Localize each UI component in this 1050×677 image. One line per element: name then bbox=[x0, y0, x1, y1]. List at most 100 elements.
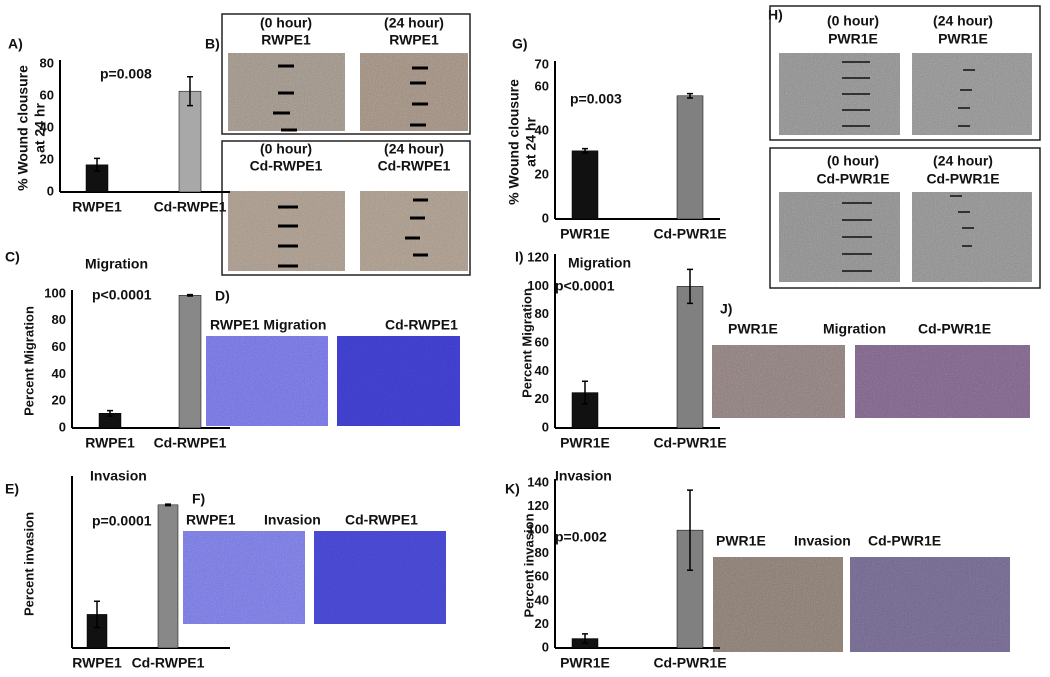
x-tick-label: PWR1E bbox=[560, 226, 610, 242]
x-tick-label: PWR1E bbox=[560, 655, 610, 671]
y-tick-label: 100 bbox=[527, 278, 549, 293]
caption: (0 hour) bbox=[827, 13, 879, 29]
panel-label: D) bbox=[215, 288, 230, 304]
x-tick-label: RWPE1 bbox=[85, 435, 135, 451]
image-texture bbox=[712, 345, 845, 418]
chart: K) Invasion p=0.002 Percent invasion 0 20 40 60… bbox=[505, 468, 727, 671]
caption: RWPE1 bbox=[389, 32, 439, 48]
y-tick-label: 40 bbox=[535, 122, 549, 137]
image-texture bbox=[206, 336, 328, 426]
image-texture bbox=[779, 192, 900, 282]
panel-label: G) bbox=[512, 36, 528, 52]
micrograph bbox=[855, 345, 1030, 418]
panel-label: C) bbox=[5, 249, 20, 265]
image-texture bbox=[228, 191, 345, 271]
annotation: p<0.0001 bbox=[92, 287, 152, 303]
caption: RWPE1 bbox=[186, 512, 236, 528]
chart-title: Migration bbox=[568, 255, 631, 271]
error-bar bbox=[107, 409, 113, 417]
panel-b: B) (0 hour) RWPE1 (24 hour) RWPE1 (0 hou… bbox=[205, 13, 471, 276]
panel-j: J) PWR1E Migration Cd-PWR1E bbox=[712, 301, 1030, 418]
error-bar bbox=[582, 633, 588, 645]
caption: Cd-PWR1E bbox=[918, 321, 991, 337]
image-texture bbox=[360, 53, 468, 131]
error-bar bbox=[687, 268, 693, 305]
caption: Cd-PWR1E bbox=[816, 171, 889, 187]
caption: Cd-RWPE1 bbox=[385, 317, 458, 333]
bar bbox=[676, 286, 704, 429]
error-bar bbox=[187, 293, 193, 297]
y-axis-label: Percent invasion bbox=[21, 512, 36, 616]
chart: C) Migration p<0.0001 Percent Migration 0 20 4… bbox=[5, 249, 230, 451]
x-tick-label: Cd-PWR1E bbox=[653, 435, 726, 451]
y-axis-label: at 24 hr bbox=[32, 103, 48, 153]
y-tick-label: 60 bbox=[535, 569, 549, 584]
error-bar bbox=[187, 76, 193, 107]
y-tick-label: 60 bbox=[52, 339, 66, 354]
y-tick-label: 20 bbox=[535, 616, 549, 631]
y-tick-label: 140 bbox=[527, 474, 549, 489]
chart: A) p=0.008 % Wound clousure at 24 hr 0 20 40 60… bbox=[8, 36, 230, 215]
annotation: p=0.002 bbox=[555, 529, 607, 545]
caption: Cd-RWPE1 bbox=[250, 158, 323, 174]
chart: I) Migration p<0.0001 Percent Migration 0 20 4… bbox=[515, 249, 727, 451]
panel-label: J) bbox=[720, 301, 732, 317]
y-tick-label: 40 bbox=[40, 119, 54, 134]
panel-f: F) RWPE1 Invasion Cd-RWPE1 bbox=[183, 491, 446, 624]
frame bbox=[769, 5, 1041, 141]
micrograph bbox=[183, 531, 305, 624]
chart-title: Invasion bbox=[555, 468, 612, 484]
caption: Invasion bbox=[264, 512, 321, 528]
caption: Cd-RWPE1 bbox=[345, 512, 418, 528]
bar bbox=[571, 150, 599, 220]
x-tick-label: RWPE1 bbox=[72, 199, 122, 215]
y-axis-label: at 24 hr bbox=[523, 117, 539, 167]
image-texture bbox=[183, 531, 305, 624]
annotation: p=0.008 bbox=[100, 66, 152, 82]
chart: G) p=0.003 % Wound clousure at 24 hr 0 20 40 60… bbox=[506, 36, 727, 242]
x-tick-label: Cd-PWR1E bbox=[653, 655, 726, 671]
caption: PWR1E bbox=[938, 31, 988, 47]
caption: RWPE1 bbox=[261, 32, 311, 48]
caption: (24 hour) bbox=[933, 153, 993, 169]
micrograph bbox=[713, 557, 843, 652]
caption: Migration bbox=[823, 321, 886, 337]
x-tick-label: Cd-RWPE1 bbox=[154, 199, 227, 215]
y-tick-label: 70 bbox=[535, 56, 549, 71]
panel-d: D) RWPE1 Migration Cd-RWPE1 bbox=[206, 288, 460, 426]
error-bar bbox=[165, 503, 171, 507]
y-tick-label: 100 bbox=[44, 285, 66, 300]
micrograph bbox=[360, 53, 468, 131]
image-texture bbox=[314, 531, 446, 624]
x-tick-label: Cd-RWPE1 bbox=[154, 435, 227, 451]
y-tick-label: 60 bbox=[535, 334, 549, 349]
caption: Cd-RWPE1 bbox=[378, 158, 451, 174]
image-texture bbox=[912, 192, 1032, 282]
y-tick-label: 120 bbox=[527, 249, 549, 264]
bar bbox=[676, 95, 704, 220]
micrograph bbox=[779, 53, 900, 135]
x-tick-label: Cd-PWR1E bbox=[653, 226, 726, 242]
y-tick-label: 60 bbox=[535, 78, 549, 93]
frame bbox=[221, 140, 471, 276]
error-bar bbox=[582, 380, 588, 405]
caption: (24 hour) bbox=[933, 13, 993, 29]
panel-label: K) bbox=[505, 481, 520, 497]
panel-label: B) bbox=[205, 36, 220, 52]
y-axis-label: % Wound clousure bbox=[506, 79, 522, 205]
y-tick-label: 0 bbox=[59, 419, 66, 434]
caption: PWR1E bbox=[728, 321, 778, 337]
y-tick-label: 40 bbox=[52, 366, 66, 381]
micrograph bbox=[912, 192, 1032, 282]
image-texture bbox=[912, 53, 1032, 135]
panel-label: A) bbox=[8, 36, 23, 52]
y-tick-label: 120 bbox=[527, 498, 549, 513]
y-tick-label: 40 bbox=[535, 363, 549, 378]
micrograph bbox=[850, 557, 1010, 652]
image-texture bbox=[779, 53, 900, 135]
y-tick-label: 20 bbox=[52, 393, 66, 408]
image-texture bbox=[360, 191, 468, 271]
y-tick-label: 80 bbox=[535, 545, 549, 560]
y-tick-label: 0 bbox=[542, 639, 549, 654]
scratch-marks bbox=[842, 61, 975, 272]
